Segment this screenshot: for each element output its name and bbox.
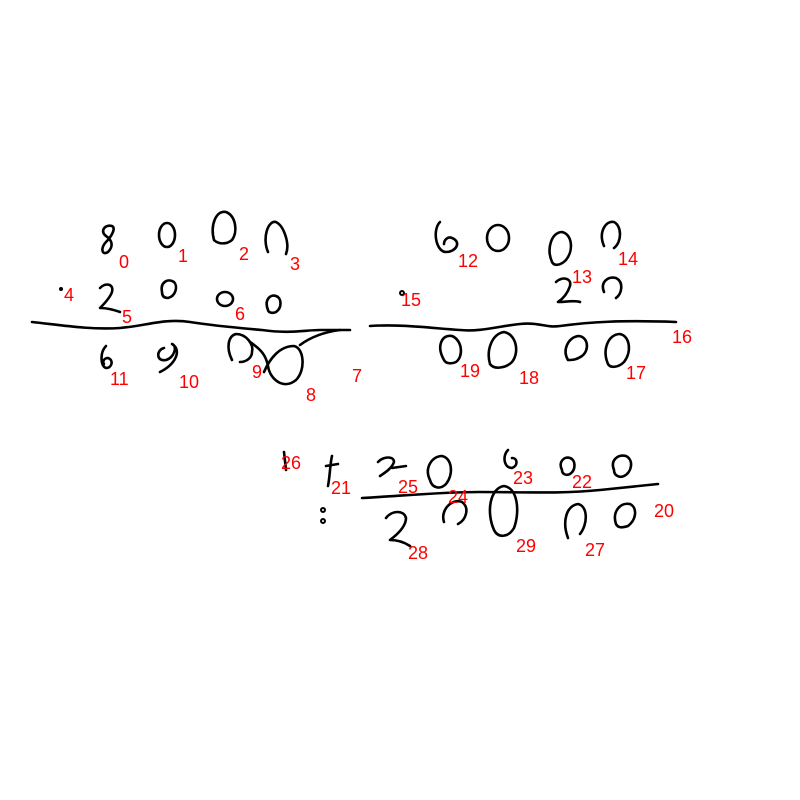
stroke-24b	[441, 499, 468, 526]
stroke-12	[434, 220, 459, 254]
stroke-label-11: 11	[110, 369, 129, 389]
stroke-16	[368, 319, 678, 332]
stroke-8b	[298, 328, 342, 347]
stroke-24	[426, 454, 453, 489]
stroke-13	[548, 230, 573, 267]
stroke-label-26: 26	[281, 453, 302, 473]
stroke-7	[30, 319, 352, 334]
stroke-label-28: 28	[408, 543, 429, 563]
stroke-1	[157, 221, 177, 249]
stroke-0	[101, 224, 115, 255]
stroke-label-17: 17	[626, 363, 647, 383]
stroke-13b	[554, 277, 582, 304]
stroke-label-8: 8	[306, 385, 317, 405]
stroke-colon-bottom	[320, 518, 326, 524]
stroke-label-23: 23	[513, 468, 534, 488]
stroke-26	[282, 450, 288, 472]
stroke-label-16: 16	[672, 327, 693, 347]
stroke-label-22: 22	[572, 472, 593, 492]
stroke-label-9: 9	[252, 362, 263, 382]
stroke-6b	[265, 294, 282, 315]
stroke-11	[100, 344, 113, 370]
stroke-2	[211, 210, 237, 245]
stroke-25	[376, 456, 408, 478]
stroke-label-10: 10	[179, 372, 200, 392]
stroke-21	[324, 454, 340, 488]
stroke-1b	[160, 279, 178, 300]
stroke-29	[488, 484, 519, 538]
stroke-label-1: 1	[178, 246, 189, 266]
stroke-label-27: 27	[585, 540, 606, 560]
stroke-label-29: 29	[516, 536, 537, 556]
stroke-14	[600, 220, 622, 250]
stroke-3	[264, 220, 289, 256]
stroke-label-7: 7	[352, 366, 363, 386]
stroke-22	[559, 456, 576, 477]
stroke-label-4: 4	[64, 285, 75, 305]
stroke-28	[384, 510, 412, 548]
stroke-18	[487, 330, 518, 369]
stroke-label-3: 3	[290, 254, 301, 274]
stroke-17a	[564, 334, 589, 362]
stroke-colon-top	[320, 507, 326, 513]
stroke-label-20: 20	[654, 501, 675, 521]
stroke-label-25: 25	[398, 477, 419, 497]
stroke-label-12: 12	[458, 251, 479, 271]
stroke-17	[604, 332, 631, 369]
stroke-label-6: 6	[235, 304, 246, 324]
stroke-label-0: 0	[119, 252, 130, 272]
stroke-label-15: 15	[401, 290, 422, 310]
stroke-label-21: 21	[331, 478, 352, 498]
stroke-4	[59, 287, 63, 291]
stroke-8	[248, 340, 304, 386]
stroke-label-19: 19	[460, 361, 481, 381]
stroke-27	[564, 502, 588, 540]
stroke-label-18: 18	[519, 368, 540, 388]
stroke-5	[98, 283, 122, 314]
stroke-27b	[613, 502, 637, 529]
stroke-19	[439, 334, 463, 365]
stroke-6	[215, 290, 235, 308]
stroke-23	[503, 448, 518, 470]
stroke-20	[360, 482, 660, 500]
stroke-label-14: 14	[618, 249, 639, 269]
stroke-14b	[601, 276, 623, 300]
stroke-15	[399, 290, 405, 296]
stroke-12b	[485, 223, 511, 253]
stroke-label-2: 2	[239, 244, 250, 264]
stroke-label-13: 13	[572, 267, 593, 287]
stroke-20b	[611, 454, 633, 479]
stroke-label-5: 5	[122, 307, 133, 327]
stroke-label-24: 24	[448, 487, 469, 507]
stroke-10	[156, 342, 179, 374]
stroke-9	[227, 332, 254, 364]
